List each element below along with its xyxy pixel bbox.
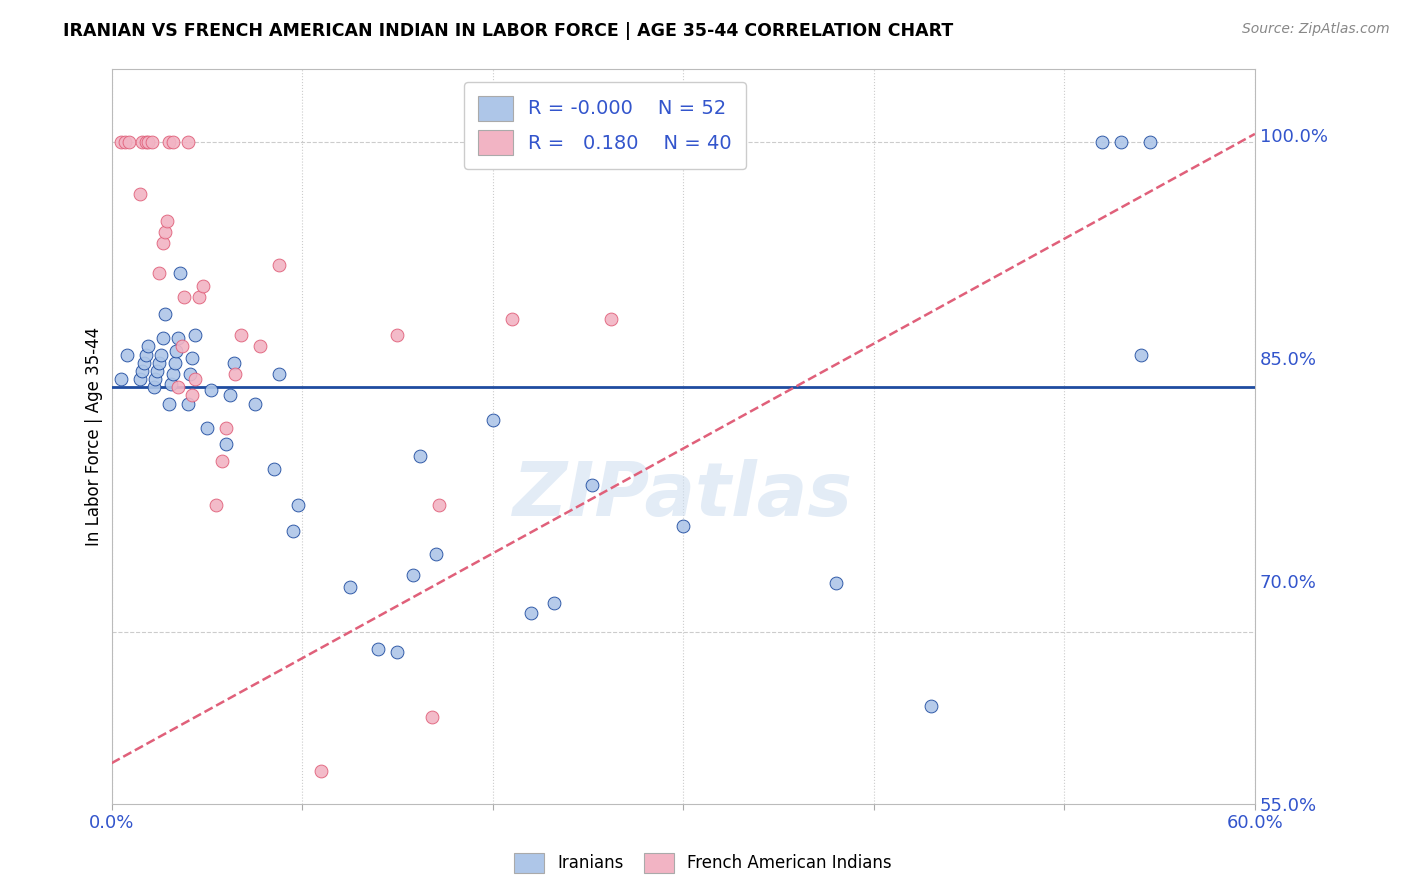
Point [333, 841, 356, 855]
Point [231, 327, 253, 342]
Point [195, 421, 218, 435]
Point [249, 339, 271, 353]
Point [177, 135, 200, 149]
Point [172, 339, 194, 353]
Point [173, 290, 195, 304]
Point [1091, 135, 1114, 149]
Point [481, 413, 503, 427]
Point [167, 380, 190, 394]
Point [152, 331, 174, 345]
Point [672, 519, 695, 533]
Point [135, 135, 157, 149]
Point [243, 396, 266, 410]
Point [425, 547, 447, 561]
Point [1111, 135, 1133, 149]
Point [136, 135, 159, 149]
Point [156, 213, 179, 227]
Point [162, 135, 184, 149]
Point [180, 351, 202, 365]
Point [152, 236, 174, 251]
Y-axis label: In Labor Force | Age 35-44: In Labor Force | Age 35-44 [86, 326, 103, 546]
Point [1139, 135, 1161, 149]
Point [215, 421, 238, 435]
Point [387, 327, 409, 342]
Point [581, 478, 603, 492]
Point [162, 367, 184, 381]
Point [581, 887, 603, 892]
Point [287, 498, 309, 512]
Point [211, 454, 233, 468]
Point [157, 135, 180, 149]
Point [129, 187, 152, 202]
Point [205, 498, 228, 512]
Text: IRANIAN VS FRENCH AMERICAN INDIAN IN LABOR FORCE | AGE 35-44 CORRELATION CHART: IRANIAN VS FRENCH AMERICAN INDIAN IN LAB… [63, 22, 953, 40]
Point [131, 135, 153, 149]
Point [157, 396, 180, 410]
Text: ZIPatlas: ZIPatlas [513, 458, 853, 532]
Point [184, 327, 207, 342]
Point [110, 135, 132, 149]
Point [146, 364, 169, 378]
Point [1129, 347, 1152, 361]
Point [177, 396, 200, 410]
Point [115, 347, 138, 361]
Point [145, 372, 167, 386]
Point [114, 135, 136, 149]
Point [179, 367, 201, 381]
Legend: Iranians, French American Indians: Iranians, French American Indians [508, 847, 898, 880]
Point [129, 372, 152, 386]
Point [132, 356, 155, 370]
Point [222, 356, 245, 370]
Point [169, 266, 191, 280]
Point [281, 524, 304, 538]
Point [309, 764, 332, 779]
Point [387, 645, 409, 659]
Point [159, 376, 181, 391]
Point [167, 331, 190, 345]
Point [153, 225, 176, 239]
Point [136, 339, 159, 353]
Point [269, 367, 291, 381]
Point [367, 641, 389, 656]
Point [148, 266, 170, 280]
Point [165, 344, 187, 359]
Point [287, 887, 309, 892]
Point [409, 449, 432, 463]
Point [118, 135, 141, 149]
Point [420, 710, 443, 724]
Point [142, 380, 165, 394]
Point [824, 576, 846, 591]
Point [402, 568, 425, 582]
Point [200, 384, 222, 398]
Point [141, 135, 163, 149]
Text: Source: ZipAtlas.com: Source: ZipAtlas.com [1241, 22, 1389, 37]
Point [153, 307, 176, 321]
Point [148, 356, 170, 370]
Point [135, 347, 157, 361]
Point [188, 290, 211, 304]
Point [215, 437, 238, 451]
Point [224, 367, 246, 381]
Point [131, 364, 153, 378]
Point [269, 258, 291, 272]
Point [263, 462, 285, 476]
Point [599, 311, 621, 326]
Point [150, 347, 173, 361]
Point [543, 596, 565, 610]
Point [163, 356, 186, 370]
Point [180, 388, 202, 402]
Point [520, 606, 543, 620]
Point [295, 873, 318, 888]
Point [630, 873, 652, 888]
Point [191, 279, 214, 293]
Point [218, 388, 240, 402]
Point [339, 580, 361, 594]
Point [110, 372, 132, 386]
Point [184, 372, 207, 386]
Legend: R = -0.000    N = 52, R =   0.180    N = 40: R = -0.000 N = 52, R = 0.180 N = 40 [464, 82, 745, 169]
Point [501, 311, 523, 326]
Point [427, 498, 450, 512]
Point [920, 698, 942, 713]
